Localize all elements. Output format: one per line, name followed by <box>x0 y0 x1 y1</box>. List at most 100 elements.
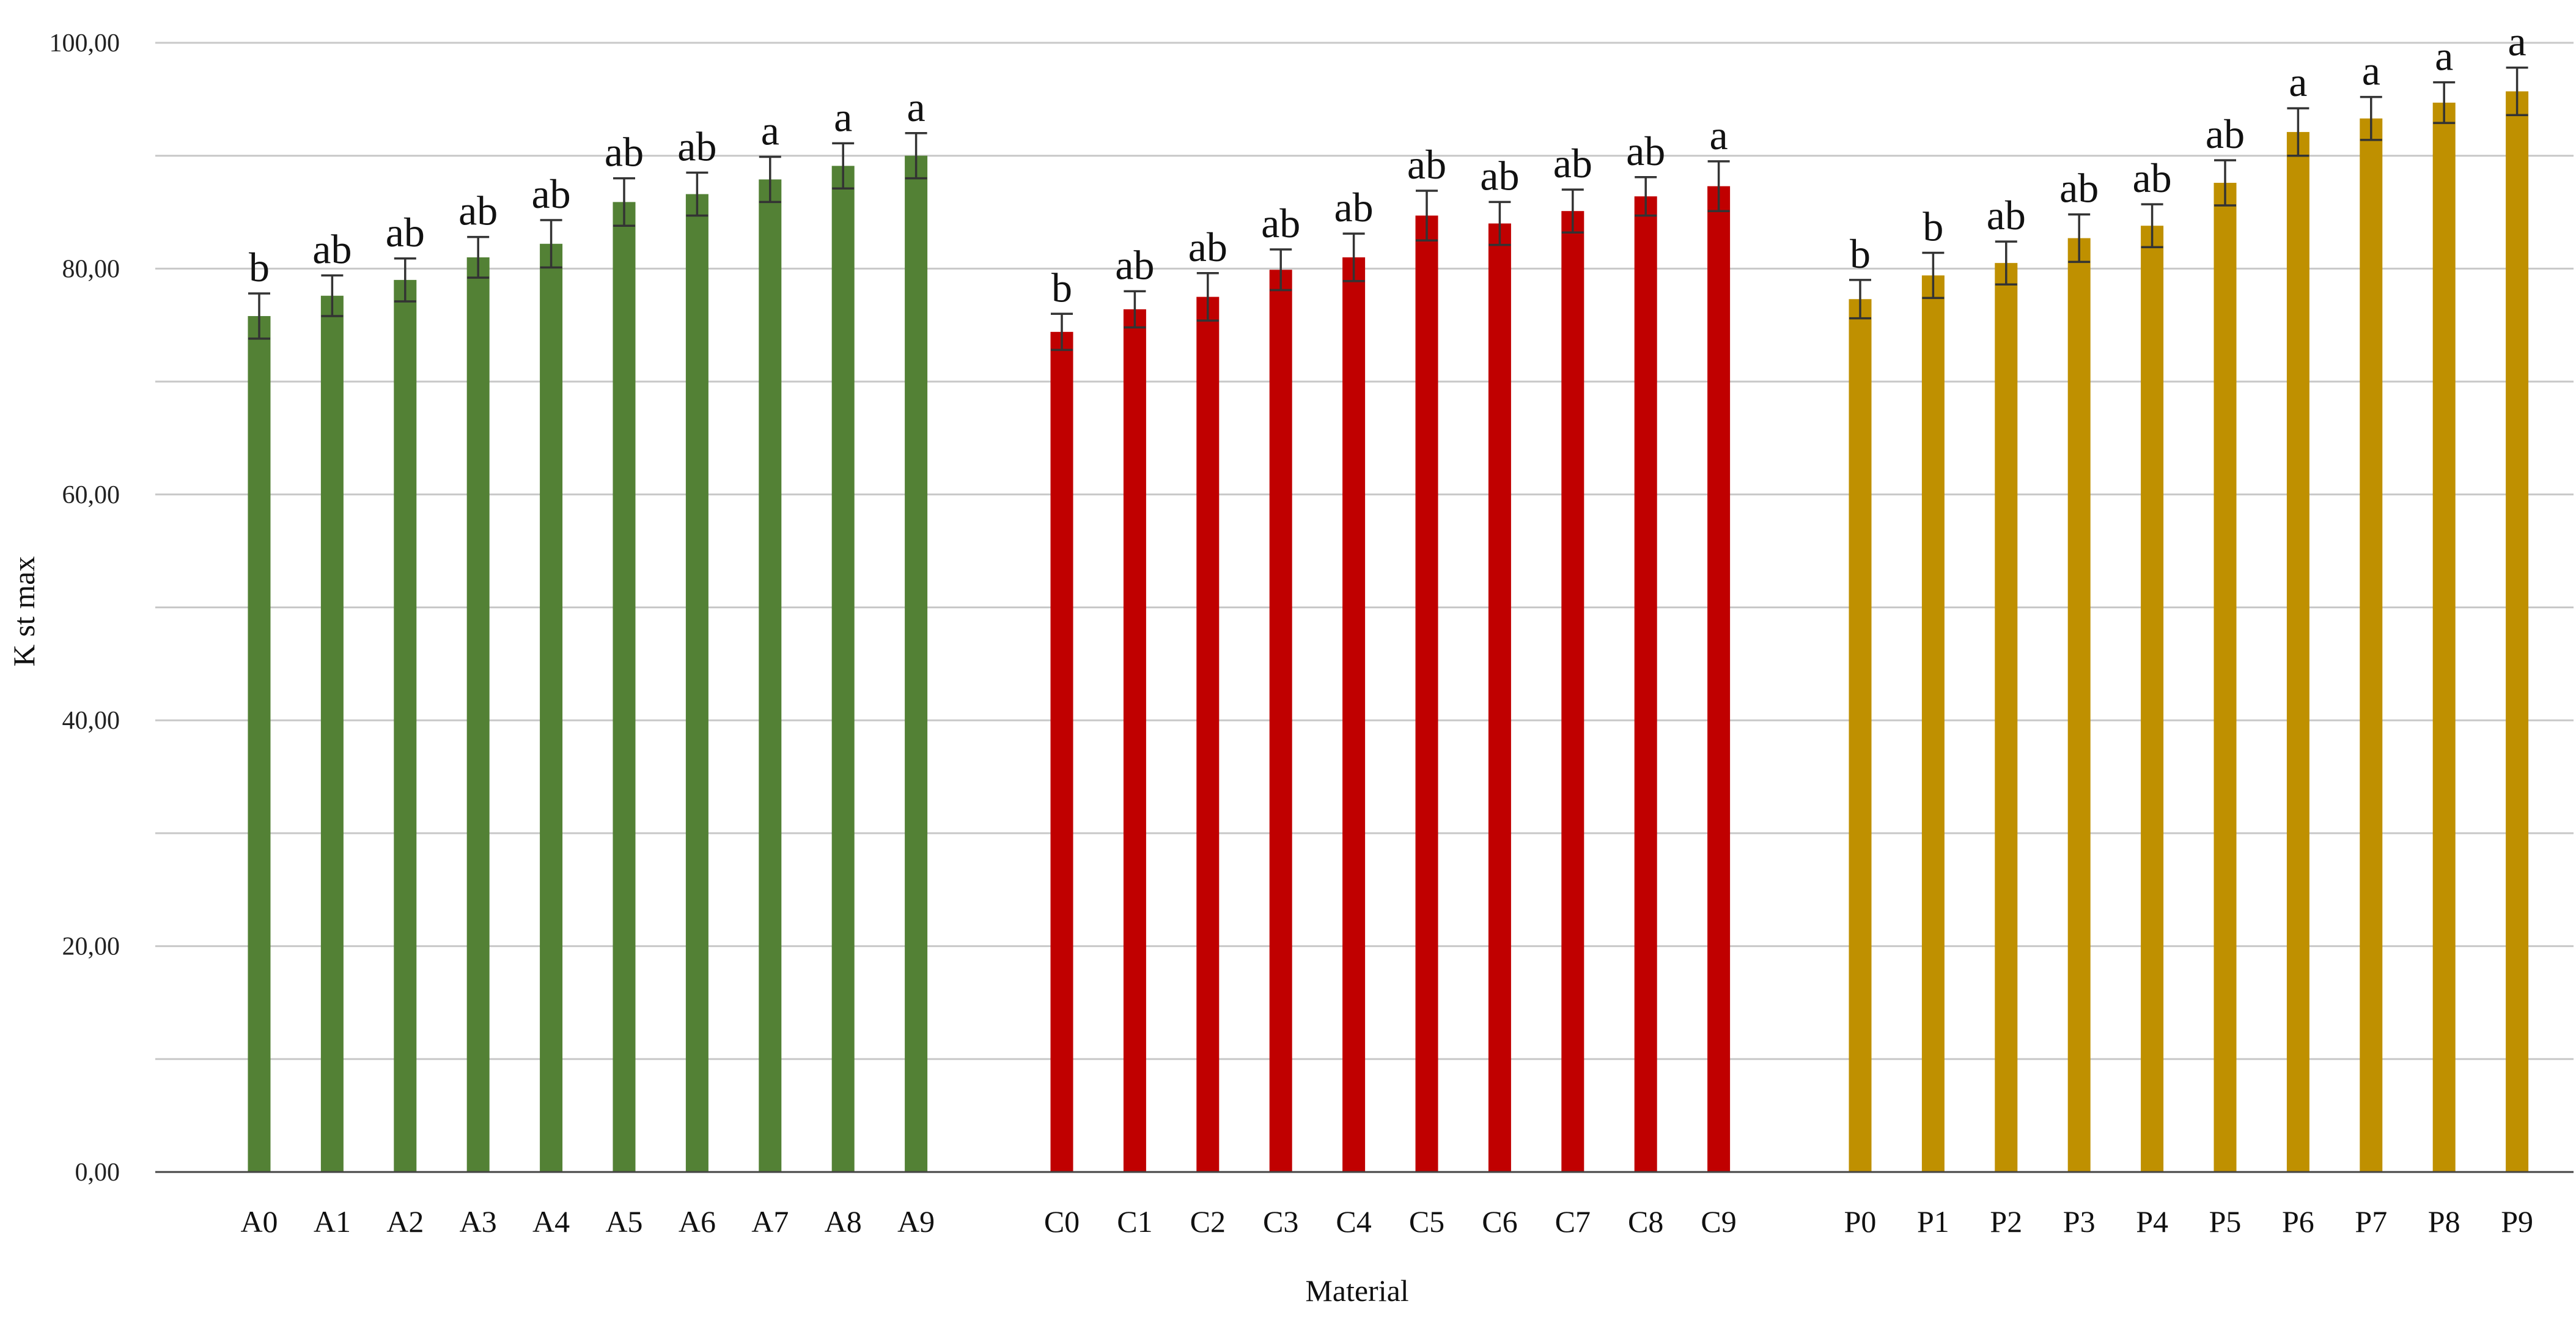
error-bar-A8 <box>832 142 855 190</box>
x-tick-label-C1: C1 <box>1117 1204 1152 1239</box>
y-axis-ticks: 0,00 20,00 40,00 60,00 80,00 100,00 <box>50 29 120 1187</box>
bar-A7 <box>759 179 782 1172</box>
error-bar-C5 <box>1416 190 1438 241</box>
significance-label-C0: b <box>1051 264 1072 311</box>
error-bar-P7 <box>2360 95 2382 141</box>
significance-label-P1: b <box>1923 204 1943 250</box>
bar-P5 <box>2214 183 2237 1172</box>
significance-label-A0: b <box>249 244 270 290</box>
significance-label-P8: a <box>2435 33 2453 79</box>
significance-label-P3: ab <box>2059 165 2099 212</box>
bar-P2 <box>1995 263 2018 1172</box>
error-bar-P8 <box>2433 81 2456 124</box>
significance-label-P7: a <box>2362 48 2380 94</box>
error-bar-C0 <box>1051 312 1073 352</box>
bar-P9 <box>2506 91 2529 1172</box>
error-bar-P0 <box>1849 279 1871 320</box>
error-bar-P6 <box>2287 107 2309 157</box>
bar-C6 <box>1488 223 1511 1172</box>
x-tick-label-A4: A4 <box>532 1204 570 1239</box>
bar-A1 <box>320 295 344 1172</box>
x-tick-label-C6: C6 <box>1482 1204 1517 1239</box>
x-tick-label-C2: C2 <box>1190 1204 1226 1239</box>
y-tick-label: 80,00 <box>62 255 120 283</box>
bar-A3 <box>466 257 490 1173</box>
significance-label-A4: ab <box>532 171 571 217</box>
x-tick-label-P3: P3 <box>2063 1204 2096 1239</box>
significance-label-P4: ab <box>2133 155 2172 201</box>
x-axis-title: Material <box>1305 1273 1408 1308</box>
significance-label-C2: ab <box>1188 224 1227 270</box>
x-tick-label-C8: C8 <box>1628 1204 1663 1239</box>
y-tick-label: 20,00 <box>62 933 120 961</box>
x-axis-category-labels: A0 A1 A2 A3 A4 A5 A6 A7 A8 A9 C0 C1 C2 C3 C4 C5 C6 C7 C8 C9… <box>240 1204 2533 1239</box>
bar-C5 <box>1415 215 1438 1172</box>
error-bar-A1 <box>321 274 344 317</box>
bar-P0 <box>1849 299 1872 1172</box>
error-bar-P3 <box>2068 213 2091 263</box>
bar-A6 <box>685 194 708 1172</box>
error-bar-A0 <box>248 292 270 340</box>
x-tick-label-C7: C7 <box>1555 1204 1591 1239</box>
bar-C4 <box>1342 257 1366 1173</box>
x-tick-label-P4: P4 <box>2136 1204 2168 1239</box>
x-tick-label-C5: C5 <box>1409 1204 1444 1239</box>
error-bar-A7 <box>759 155 781 204</box>
error-bar-A6 <box>686 171 708 217</box>
x-tick-label-A7: A7 <box>751 1204 789 1239</box>
bar-A4 <box>540 243 563 1172</box>
bar-C9 <box>1707 186 1731 1173</box>
error-bar-A9 <box>905 132 927 180</box>
significance-label-C6: ab <box>1480 152 1519 199</box>
significance-label-A2: ab <box>386 209 425 256</box>
x-tick-label-P2: P2 <box>1990 1204 2022 1239</box>
error-bar-A2 <box>394 257 416 303</box>
bar-C8 <box>1634 196 1657 1172</box>
significance-label-A8: a <box>834 94 852 140</box>
error-bar-A3 <box>467 235 490 279</box>
significance-label-A6: ab <box>677 123 716 169</box>
bar-A5 <box>613 202 636 1172</box>
x-tick-label-A5: A5 <box>605 1204 642 1239</box>
error-bar-C4 <box>1342 232 1365 282</box>
bar-C0 <box>1050 331 1073 1172</box>
x-tick-label-A1: A1 <box>314 1204 351 1239</box>
significance-label-P0: b <box>1850 230 1871 277</box>
bar-C1 <box>1123 309 1146 1173</box>
x-tick-label-A9: A9 <box>897 1204 935 1239</box>
error-bar-C6 <box>1489 201 1511 246</box>
significance-label-C8: ab <box>1626 128 1665 174</box>
error-bar-P4 <box>2141 203 2163 249</box>
bar-P4 <box>2141 226 2164 1172</box>
error-bar-P5 <box>2214 159 2236 207</box>
significance-label-C1: ab <box>1115 241 1154 288</box>
error-bars <box>248 66 2528 352</box>
x-tick-label-A6: A6 <box>679 1204 716 1239</box>
x-tick-label-P9: P9 <box>2501 1204 2533 1239</box>
bar-P1 <box>1921 275 1945 1173</box>
error-bar-A5 <box>613 177 635 227</box>
bar-C7 <box>1561 211 1584 1172</box>
y-tick-label: 60,00 <box>62 481 120 509</box>
error-bar-P2 <box>1995 240 2017 286</box>
error-bar-C8 <box>1635 176 1657 217</box>
bars <box>248 91 2529 1173</box>
significance-label-P2: ab <box>1987 192 2026 238</box>
significance-label-P9: a <box>2508 18 2526 65</box>
bar-A2 <box>394 279 417 1172</box>
significance-label-A7: a <box>761 108 779 154</box>
x-tick-label-A8: A8 <box>825 1204 862 1239</box>
x-tick-label-P6: P6 <box>2282 1204 2314 1239</box>
y-tick-label: 0,00 <box>75 1159 120 1187</box>
bar-A8 <box>831 166 855 1172</box>
error-bar-C9 <box>1707 160 1730 212</box>
x-tick-label-C3: C3 <box>1263 1204 1298 1239</box>
significance-label-A5: ab <box>605 129 644 175</box>
x-tick-label-P1: P1 <box>1917 1204 1949 1239</box>
error-bar-P9 <box>2506 66 2528 116</box>
error-bar-C2 <box>1196 272 1219 322</box>
x-tick-label-P0: P0 <box>1844 1204 1877 1239</box>
error-bar-C7 <box>1561 188 1584 234</box>
